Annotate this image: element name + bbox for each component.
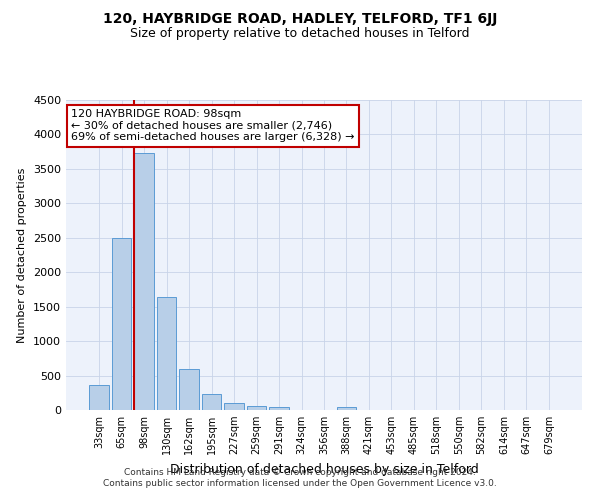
- Text: Size of property relative to detached houses in Telford: Size of property relative to detached ho…: [130, 28, 470, 40]
- X-axis label: Distribution of detached houses by size in Telford: Distribution of detached houses by size …: [170, 462, 478, 475]
- Bar: [224, 403, 244, 410]
- Text: Contains HM Land Registry data © Crown copyright and database right 2024.
Contai: Contains HM Land Registry data © Crown c…: [103, 468, 497, 487]
- Bar: [179, 370, 199, 410]
- Bar: [202, 394, 221, 410]
- Bar: [337, 407, 356, 410]
- Text: 120, HAYBRIDGE ROAD, HADLEY, TELFORD, TF1 6JJ: 120, HAYBRIDGE ROAD, HADLEY, TELFORD, TF…: [103, 12, 497, 26]
- Text: 120 HAYBRIDGE ROAD: 98sqm
← 30% of detached houses are smaller (2,746)
69% of se: 120 HAYBRIDGE ROAD: 98sqm ← 30% of detac…: [71, 110, 355, 142]
- Bar: [247, 406, 266, 410]
- Bar: [112, 238, 131, 410]
- Bar: [134, 153, 154, 410]
- Bar: [157, 297, 176, 410]
- Y-axis label: Number of detached properties: Number of detached properties: [17, 168, 28, 342]
- Bar: [269, 407, 289, 410]
- Bar: [89, 384, 109, 410]
